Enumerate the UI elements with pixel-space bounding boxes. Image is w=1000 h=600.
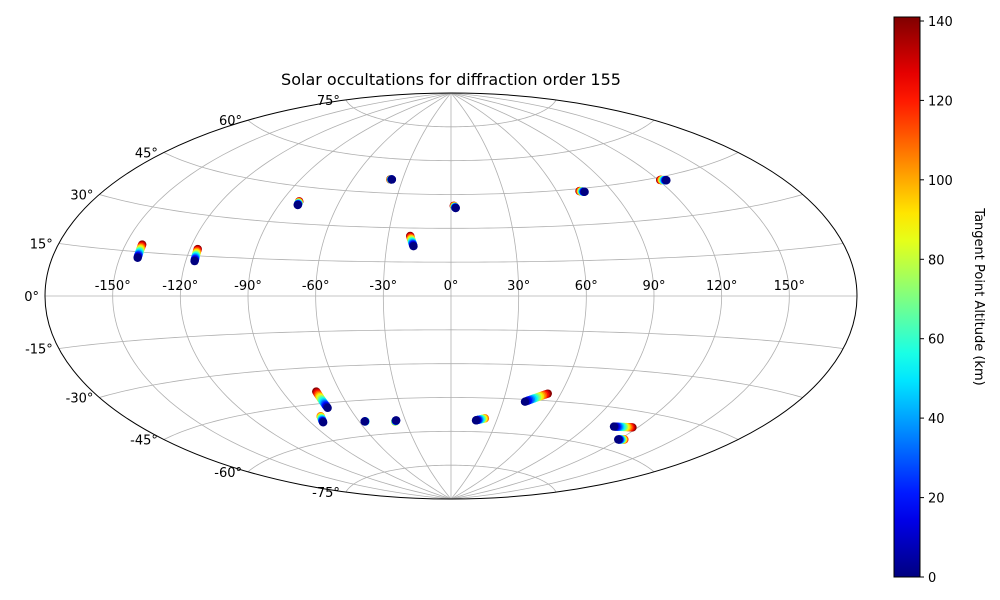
colorbar-tick-label: 140	[928, 15, 953, 30]
parallel-line	[99, 363, 803, 398]
x-tick-label: -30°	[369, 279, 397, 294]
data-point	[318, 418, 328, 427]
data-point	[609, 422, 619, 431]
map-area: -150° -120° -90° -60° -30° 0° 30° 60° 90° 120° 150…	[24, 92, 858, 501]
colorbar-tick-label: 60	[928, 333, 945, 348]
data-point	[409, 241, 418, 251]
colorbar-tick-label: 120	[928, 94, 953, 109]
data-point	[360, 417, 369, 426]
axis-ticks: -150° -120° -90° -60° -30° 0° 30° 60° 90° 120° 150…	[24, 94, 805, 501]
x-tick-label: 120°	[706, 279, 737, 294]
x-tick-label: 30°	[507, 279, 530, 294]
colorbar-label: Tangent Point Altitude (km)	[971, 207, 986, 385]
colorbar-gradient	[893, 16, 921, 578]
map-boundary	[44, 92, 858, 500]
x-tick-label: 150°	[774, 279, 805, 294]
parallel-line	[163, 397, 739, 440]
data-point	[133, 253, 142, 262]
data-points	[133, 175, 671, 444]
x-tick-label: 90°	[642, 279, 665, 294]
parallel-line	[247, 119, 655, 162]
chart-title: Solar occultations for diffraction order…	[281, 70, 621, 89]
y-tick-label: 15°	[30, 238, 53, 253]
y-tick-label: -30°	[66, 392, 94, 407]
x-tick-label: -90°	[234, 279, 262, 294]
y-tick-label: 60°	[219, 114, 242, 129]
y-tick-label: -15°	[25, 343, 53, 358]
data-point	[614, 435, 623, 444]
data-point	[451, 203, 460, 213]
data-point	[387, 175, 397, 184]
colorbar-tick-label: 100	[928, 174, 953, 189]
parallel-line	[163, 152, 739, 195]
data-point	[471, 416, 481, 425]
x-tick-label: -60°	[302, 279, 330, 294]
x-tick-label: 60°	[575, 279, 598, 294]
y-tick-label: 75°	[317, 94, 340, 109]
y-tick-label: -60°	[214, 466, 242, 481]
parallel-line	[345, 464, 557, 493]
y-tick-label: 30°	[70, 189, 93, 204]
data-point	[662, 176, 671, 185]
colorbar: 0 20 40 60 80 100 120 140 Tangent Point Altitud…	[893, 15, 986, 586]
parallel-line	[58, 329, 844, 349]
data-point	[190, 256, 199, 266]
parallel-line	[247, 430, 655, 473]
x-tick-label: -120°	[162, 279, 198, 294]
parallel-line	[58, 243, 844, 263]
parallel-line	[345, 99, 557, 128]
x-tick-label: -150°	[95, 279, 131, 294]
colorbar-tick-label: 80	[928, 253, 945, 268]
colorbar-tick-label: 40	[928, 412, 945, 427]
data-point	[323, 403, 332, 413]
colorbar-tick-label: 0	[928, 571, 936, 586]
parallel-line	[99, 194, 803, 229]
y-tick-label: 0°	[24, 290, 39, 305]
y-tick-label: -75°	[312, 486, 340, 501]
data-point	[580, 187, 589, 197]
colorbar-tick-label: 20	[928, 492, 945, 507]
x-tick-label: 0°	[444, 279, 459, 294]
y-tick-label: -45°	[130, 434, 158, 449]
data-point	[391, 416, 401, 425]
y-tick-label: 45°	[135, 147, 158, 162]
data-point	[520, 397, 530, 406]
graticule	[45, 92, 857, 500]
data-point	[293, 200, 302, 210]
